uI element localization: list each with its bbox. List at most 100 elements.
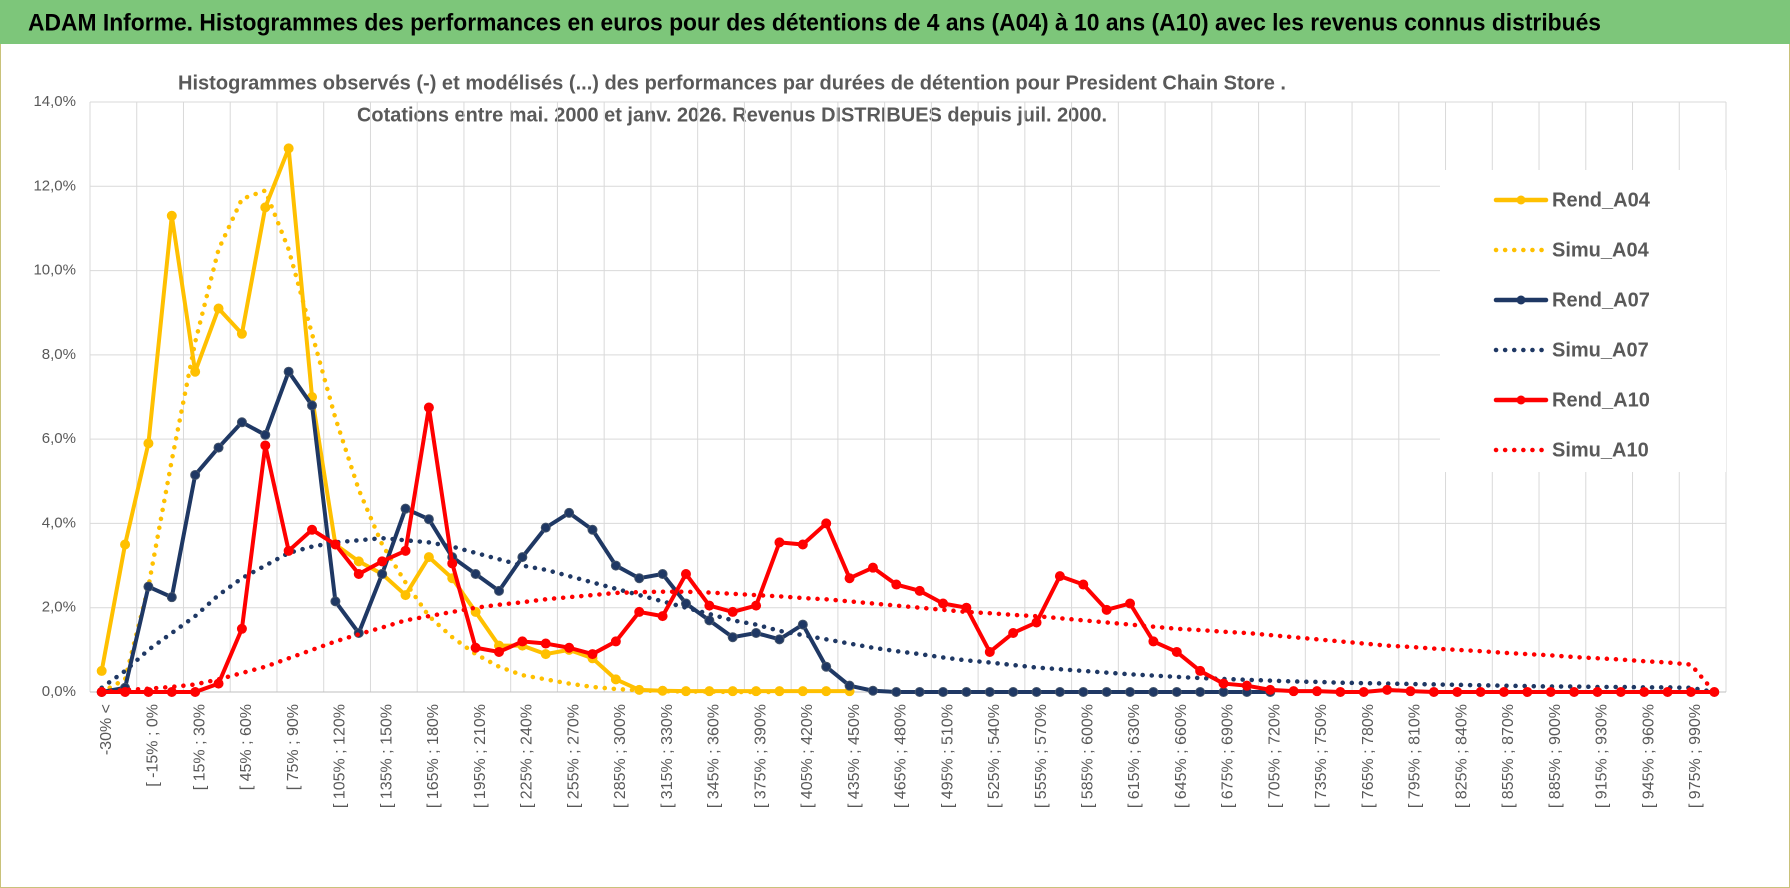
legend-label: Simu_A10 bbox=[1552, 439, 1649, 461]
data-point bbox=[797, 686, 808, 697]
data-point bbox=[1008, 687, 1019, 697]
data-point bbox=[914, 585, 925, 596]
legend-marker bbox=[1516, 295, 1526, 305]
data-point bbox=[236, 417, 247, 428]
data-point bbox=[1125, 687, 1136, 697]
data-point bbox=[867, 562, 878, 573]
title-box bbox=[172, 66, 1288, 134]
legend-label: Rend_A07 bbox=[1552, 289, 1650, 311]
x-tick-label: [ 405% ; 420% bbox=[799, 704, 816, 808]
data-point bbox=[1125, 598, 1136, 609]
data-point bbox=[891, 687, 902, 697]
data-point bbox=[821, 518, 832, 529]
data-point bbox=[1148, 636, 1159, 647]
x-tick-label: [ 345% ; 360% bbox=[706, 704, 723, 808]
data-point bbox=[260, 440, 271, 451]
y-tick-label: 10,0% bbox=[33, 262, 76, 279]
y-tick-label: 8,0% bbox=[42, 346, 76, 363]
x-tick-label: [ 105% ; 120% bbox=[332, 704, 349, 808]
data-point bbox=[283, 143, 294, 154]
data-point bbox=[564, 507, 575, 518]
data-point bbox=[1288, 686, 1299, 697]
data-point bbox=[938, 687, 949, 697]
data-point bbox=[1428, 687, 1439, 697]
data-point bbox=[821, 686, 832, 697]
data-point bbox=[1639, 687, 1650, 697]
data-point bbox=[704, 600, 715, 611]
data-point bbox=[190, 687, 201, 697]
data-point bbox=[423, 514, 434, 525]
data-point bbox=[1148, 687, 1159, 697]
data-point bbox=[423, 552, 434, 563]
data-point bbox=[400, 590, 411, 601]
data-point bbox=[517, 552, 528, 563]
data-point bbox=[283, 366, 294, 377]
y-tick-label: 4,0% bbox=[42, 514, 76, 531]
data-point bbox=[1475, 687, 1486, 697]
data-point bbox=[1195, 687, 1206, 697]
x-tick-label: [ 285% ; 300% bbox=[612, 704, 629, 808]
x-tick-label: [ 555% ; 570% bbox=[1033, 704, 1050, 808]
data-point bbox=[353, 556, 364, 567]
data-point bbox=[1054, 571, 1065, 582]
x-tick-label: [ 15% ; 30% bbox=[191, 704, 208, 790]
data-point bbox=[470, 642, 481, 653]
data-point bbox=[307, 524, 318, 535]
series-line bbox=[99, 405, 1717, 694]
legend-label: Rend_A04 bbox=[1552, 189, 1651, 211]
data-point bbox=[1569, 687, 1580, 697]
data-point bbox=[821, 661, 832, 672]
data-point bbox=[1031, 687, 1042, 697]
x-tick-label: [ 885% ; 900% bbox=[1547, 704, 1564, 808]
data-point bbox=[423, 402, 434, 413]
data-point bbox=[1522, 687, 1533, 697]
data-point bbox=[751, 600, 762, 611]
y-tick-label: 2,0% bbox=[42, 599, 76, 616]
x-tick-label: [ 525% ; 540% bbox=[986, 704, 1003, 808]
legend-marker bbox=[1516, 195, 1526, 205]
data-point bbox=[1452, 687, 1463, 697]
data-point bbox=[1265, 684, 1276, 695]
x-tick-label: [ -15% ; 0% bbox=[145, 704, 162, 787]
legend-label: Simu_A07 bbox=[1552, 339, 1649, 361]
data-point bbox=[1218, 678, 1229, 689]
data-point bbox=[494, 585, 504, 596]
data-point bbox=[610, 674, 621, 685]
data-point bbox=[634, 573, 645, 584]
data-point bbox=[330, 596, 341, 607]
x-tick-label: [ 945% ; 960% bbox=[1640, 704, 1657, 808]
data-point bbox=[587, 649, 598, 660]
data-point bbox=[914, 687, 925, 697]
x-tick-label: [ 45% ; 60% bbox=[238, 704, 255, 790]
x-tick-label: -30% < bbox=[98, 704, 115, 755]
x-tick-label: [ 765% ; 780% bbox=[1360, 704, 1377, 808]
data-point bbox=[213, 303, 224, 314]
data-point bbox=[260, 202, 271, 213]
data-point bbox=[540, 649, 551, 660]
y-tick-label: 0,0% bbox=[42, 683, 76, 700]
data-point bbox=[143, 438, 154, 449]
data-point bbox=[1218, 687, 1229, 697]
data-point bbox=[984, 646, 995, 657]
data-point bbox=[704, 615, 715, 626]
plot-area: 0,0% 2,0% 4,0% 6,0% 8,0% 10,0% 12,0% 14,0% -30% … bbox=[33, 93, 1727, 808]
data-point bbox=[938, 598, 949, 609]
y-tick-label: 12,0% bbox=[33, 177, 76, 194]
header-bar bbox=[0, 0, 1790, 44]
x-tick-label: [ 165% ; 180% bbox=[425, 704, 442, 808]
data-point bbox=[1312, 686, 1322, 697]
legend-label: Rend_A10 bbox=[1552, 389, 1650, 411]
x-tick-label: [ 495% ; 510% bbox=[939, 704, 956, 808]
data-point bbox=[774, 537, 785, 548]
data-point bbox=[517, 636, 528, 647]
data-point bbox=[377, 556, 388, 567]
y-tick-label: 6,0% bbox=[42, 430, 76, 447]
data-point bbox=[96, 665, 107, 676]
data-point bbox=[190, 469, 201, 480]
data-point bbox=[657, 569, 668, 579]
data-point bbox=[891, 579, 902, 590]
data-point bbox=[166, 210, 177, 221]
data-point bbox=[120, 539, 131, 550]
x-tick-label: [ 705% ; 720% bbox=[1266, 704, 1283, 808]
data-point bbox=[447, 558, 458, 569]
